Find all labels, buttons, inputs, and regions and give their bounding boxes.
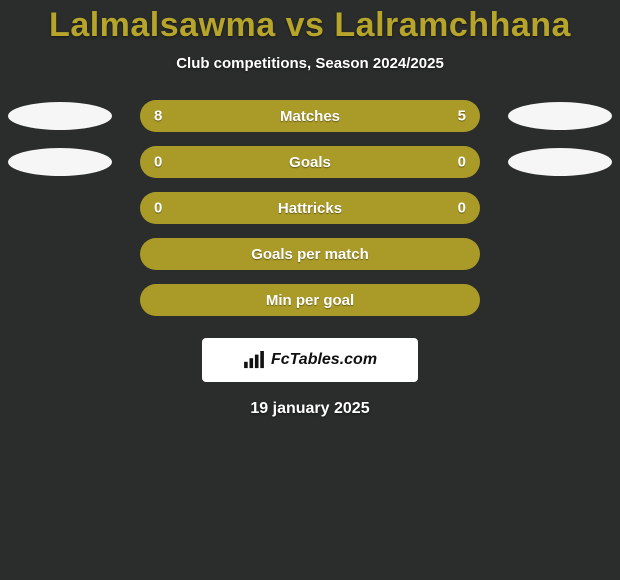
stat-row: Goals per match [0, 238, 620, 270]
infographic-container: Lalmalsawma vs Lalramchhana Club competi… [0, 0, 620, 580]
stat-value-left: 8 [154, 108, 162, 125]
stat-label: Matches [280, 108, 340, 125]
title-left: Lalmalsawma [49, 6, 276, 44]
date-text: 19 january 2025 [250, 400, 369, 418]
brand-text: FcTables.com [271, 351, 377, 369]
stat-row: 0 Goals 0 [0, 146, 620, 178]
stat-bar: Goals per match [140, 238, 480, 270]
stat-label: Min per goal [266, 292, 354, 309]
stat-value-left: 0 [154, 200, 162, 217]
photo-ellipse-left [8, 102, 112, 130]
photo-ellipse-right [508, 102, 612, 130]
stat-value-right: 0 [458, 200, 466, 217]
stat-row: 0 Hattricks 0 [0, 192, 620, 224]
title-vs: vs [286, 6, 325, 44]
stat-row: 8 Matches 5 [0, 100, 620, 132]
page-title: Lalmalsawma vs Lalramchhana [49, 6, 571, 45]
stat-bar: 8 Matches 5 [140, 100, 480, 132]
stat-row: Min per goal [0, 284, 620, 316]
bars-icon [243, 351, 265, 369]
stat-bar: 0 Goals 0 [140, 146, 480, 178]
title-right: Lalramchhana [334, 6, 571, 44]
stat-bar: Min per goal [140, 284, 480, 316]
stat-label: Goals per match [251, 246, 369, 263]
stat-value-left: 0 [154, 154, 162, 171]
stat-label: Hattricks [278, 200, 342, 217]
stat-value-right: 0 [458, 154, 466, 171]
brand-badge: FcTables.com [202, 338, 418, 382]
photo-ellipse-left [8, 148, 112, 176]
photo-ellipse-right [508, 148, 612, 176]
stat-rows: 8 Matches 5 0 Goals 0 0 Hattricks 0 Goals per mat… [0, 100, 620, 316]
stat-label: Goals [289, 154, 331, 171]
stat-bar: 0 Hattricks 0 [140, 192, 480, 224]
stat-value-right: 5 [458, 108, 466, 125]
page-subtitle: Club competitions, Season 2024/2025 [176, 55, 444, 72]
